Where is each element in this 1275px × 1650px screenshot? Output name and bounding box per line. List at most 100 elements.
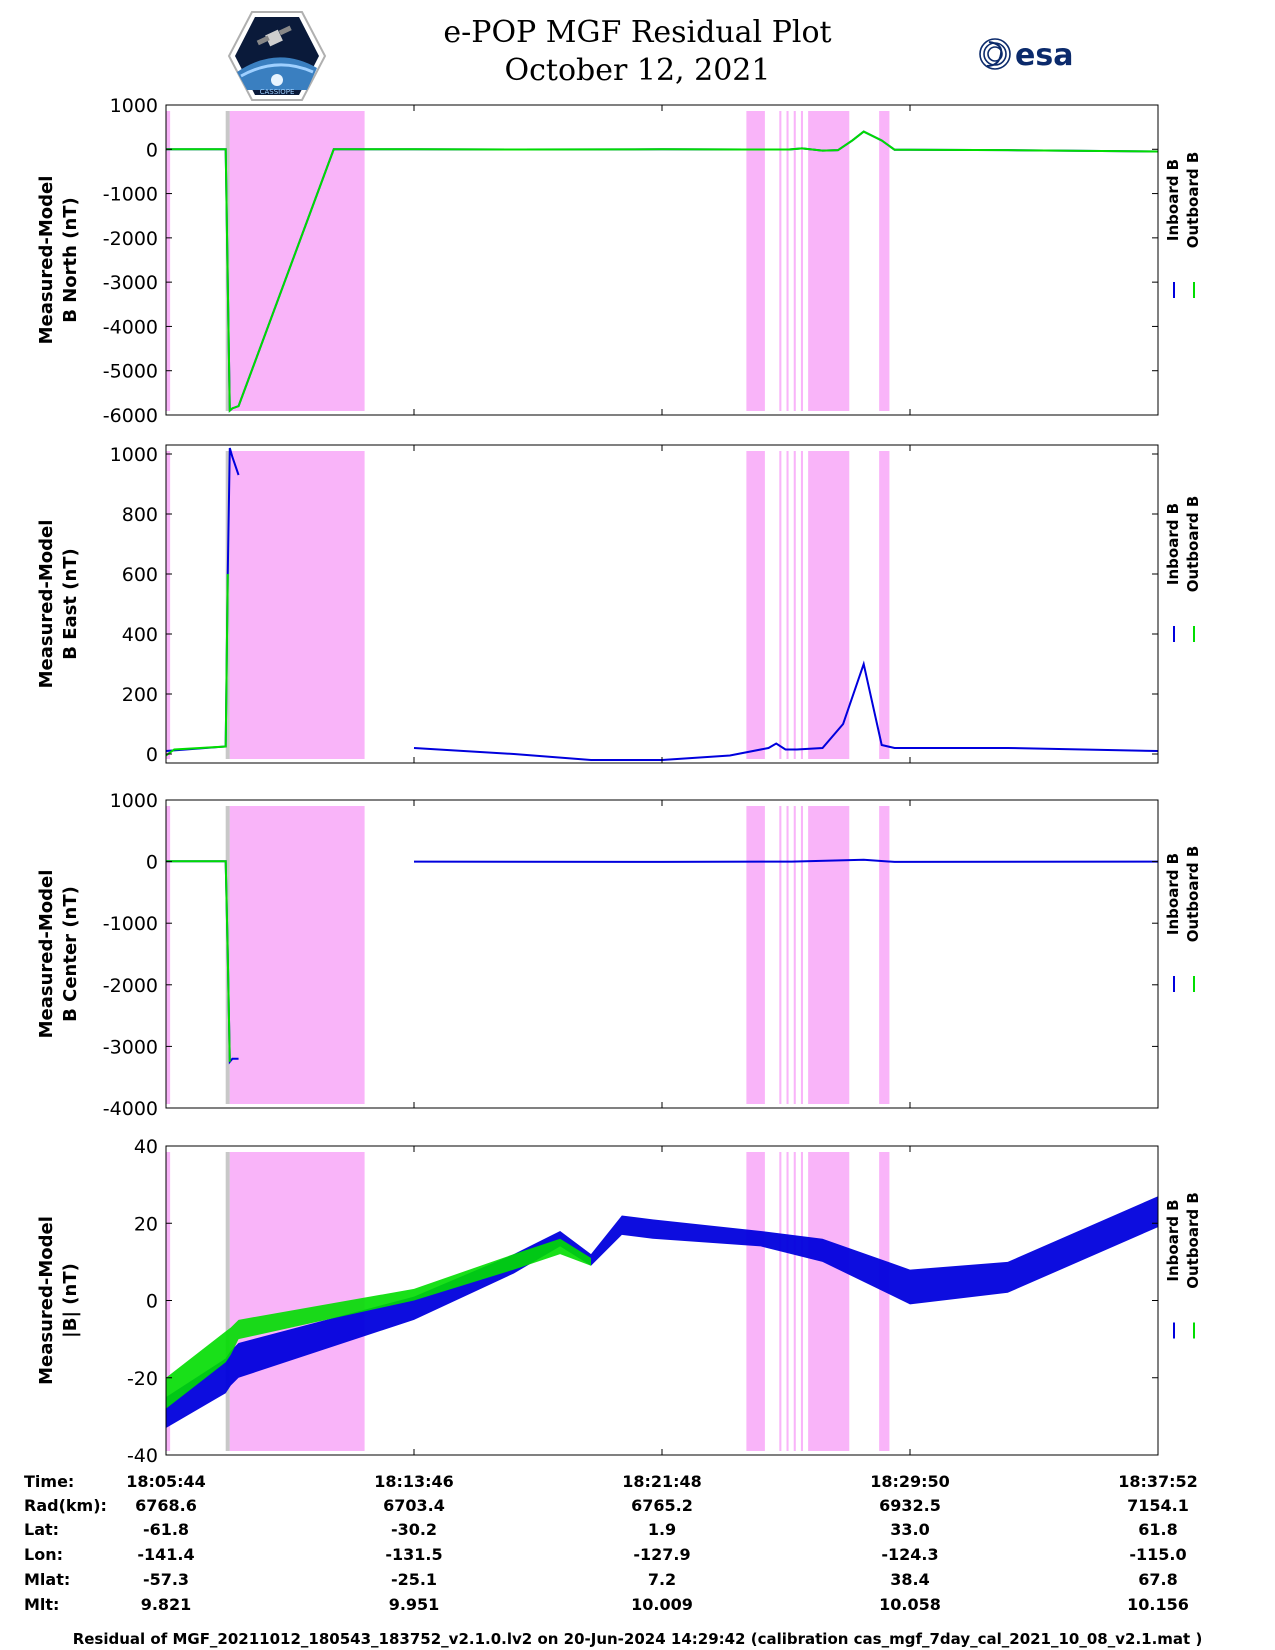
ephemeris-value: -124.3 <box>881 1545 939 1564</box>
y-tick-label: -3000 <box>103 272 158 294</box>
ephemeris-value: 6768.6 <box>135 1496 197 1515</box>
y-tick-label: -1000 <box>103 913 158 935</box>
series-line-outboard <box>166 130 1159 413</box>
panel-2: 1000 800 600 400 200 0 Measured-Model B East (n… <box>36 444 1202 766</box>
y-tick-label: 400 <box>122 624 158 646</box>
shaded-interval <box>800 806 803 1104</box>
ephemeris-value: 10.156 <box>1127 1595 1189 1614</box>
y-tick-label: -2000 <box>103 975 158 997</box>
y-tick-label: -6000 <box>103 405 158 427</box>
shaded-interval <box>800 451 803 759</box>
shaded-interval <box>229 451 365 759</box>
y-axis-label: Measured-Model <box>36 520 57 689</box>
ephemeris-row-label: Rad(km): <box>24 1496 107 1515</box>
y-tick-label: 0 <box>146 139 158 161</box>
shaded-interval <box>786 1152 789 1451</box>
ephemeris-value: 18:13:46 <box>374 1472 454 1491</box>
shaded-interval <box>746 111 765 411</box>
shaded-interval <box>808 111 850 411</box>
y-axis-label: Measured-Model <box>36 870 57 1039</box>
shaded-interval <box>808 1152 850 1451</box>
shaded-interval <box>793 451 796 759</box>
shaded-interval <box>779 806 782 1104</box>
shaded-interval <box>879 451 890 759</box>
title-line-1: e-POP MGF Residual Plot <box>443 15 832 50</box>
shaded-interval <box>229 806 365 1104</box>
svg-text:CASSIOPE: CASSIOPE <box>260 88 295 96</box>
panel-4: 40 20 0 -20 -40 Measured-Model |B| (nT) Inboard… <box>36 1136 1202 1467</box>
shaded-interval <box>746 1152 765 1451</box>
y-axis-label: B North (nT) <box>60 197 81 323</box>
shaded-interval <box>793 806 796 1104</box>
y-tick-label: 0 <box>146 852 158 874</box>
y-axis-label: B Center (nT) <box>60 886 81 1022</box>
shaded-interval <box>793 111 796 411</box>
y-tick-label: -5000 <box>103 361 158 383</box>
ephemeris-value: 18:29:50 <box>870 1472 950 1491</box>
shaded-interval <box>879 111 890 411</box>
shaded-interval <box>166 451 171 759</box>
series-band-inboard <box>166 1196 1158 1428</box>
shaded-interval <box>779 451 782 759</box>
y-tick-label: 40 <box>134 1136 158 1158</box>
shaded-interval <box>779 1152 782 1451</box>
ephemeris-value: 10.058 <box>879 1595 941 1614</box>
shaded-interval <box>786 451 789 759</box>
y-tick-label: 800 <box>122 504 158 526</box>
ephemeris-value: -57.3 <box>142 1570 190 1589</box>
y-tick-label: 1000 <box>110 444 158 466</box>
shaded-interval <box>879 806 890 1104</box>
ephemeris-value: 6932.5 <box>879 1496 941 1515</box>
legend-label: Inboard B <box>1164 159 1182 241</box>
y-tick-label: 20 <box>134 1213 158 1235</box>
legend-label: Inboard B <box>1164 1199 1182 1281</box>
shaded-interval <box>800 111 803 411</box>
ephemeris-row-label: Time: <box>24 1472 75 1491</box>
ephemeris-value: 6703.4 <box>383 1496 445 1515</box>
y-tick-label: -20 <box>127 1368 158 1390</box>
ephemeris-row-label: Mlt: <box>24 1595 60 1614</box>
title-line-2: October 12, 2021 <box>504 53 771 88</box>
y-axis-label: Measured-Model <box>36 1216 57 1385</box>
y-tick-label: -4000 <box>103 1098 158 1120</box>
shaded-interval <box>779 111 782 411</box>
series-line-outboard <box>165 573 229 757</box>
chart-title: e-POP MGF Residual Plot October 12, 2021 <box>0 14 1275 90</box>
shaded-interval <box>225 1152 230 1451</box>
y-tick-label: 1000 <box>110 95 158 117</box>
ephemeris-value: -115.0 <box>1129 1545 1187 1564</box>
shaded-interval <box>746 451 765 759</box>
y-tick-label: 0 <box>146 744 158 766</box>
y-tick-label: 0 <box>146 1291 158 1313</box>
ephemeris-value: 18:21:48 <box>622 1472 702 1491</box>
ephemeris-value: 18:37:52 <box>1118 1472 1198 1491</box>
y-axis-label: |B| (nT) <box>60 1263 81 1338</box>
cassiope-logo: CASSIOPE <box>227 11 327 101</box>
y-tick-label: -1000 <box>103 184 158 206</box>
ephemeris-value: -61.8 <box>142 1520 190 1539</box>
legend-label: Outboard B <box>1184 152 1202 249</box>
shaded-interval <box>879 1152 890 1451</box>
legend-label: Outboard B <box>1184 496 1202 593</box>
shaded-interval <box>786 111 789 411</box>
ephemeris-value: 18:05:44 <box>126 1472 206 1491</box>
y-tick-label: -40 <box>127 1445 158 1467</box>
shaded-interval <box>793 1152 796 1451</box>
shaded-interval <box>746 806 765 1104</box>
shaded-interval <box>786 806 789 1104</box>
ephemeris-row-label: Lat: <box>24 1520 60 1539</box>
ephemeris-value: 9.951 <box>388 1595 440 1614</box>
y-tick-label: -3000 <box>103 1036 158 1058</box>
ephemeris-value: 6765.2 <box>631 1496 693 1515</box>
y-tick-label: 1000 <box>110 790 158 812</box>
ephemeris-value: 7154.1 <box>1127 1496 1189 1515</box>
shaded-interval <box>229 1152 365 1451</box>
ephemeris-value: -131.5 <box>385 1545 443 1564</box>
y-tick-label: -2000 <box>103 228 158 250</box>
ephemeris-value: 33.0 <box>890 1520 930 1539</box>
series-line-outboard <box>166 860 231 1062</box>
svg-text:esa: esa <box>1015 38 1073 73</box>
shaded-interval <box>808 451 850 759</box>
panel-3: 1000 0 -1000 -2000 -3000 -4000 Measured-Model B… <box>36 790 1202 1120</box>
y-tick-label: 200 <box>122 684 158 706</box>
